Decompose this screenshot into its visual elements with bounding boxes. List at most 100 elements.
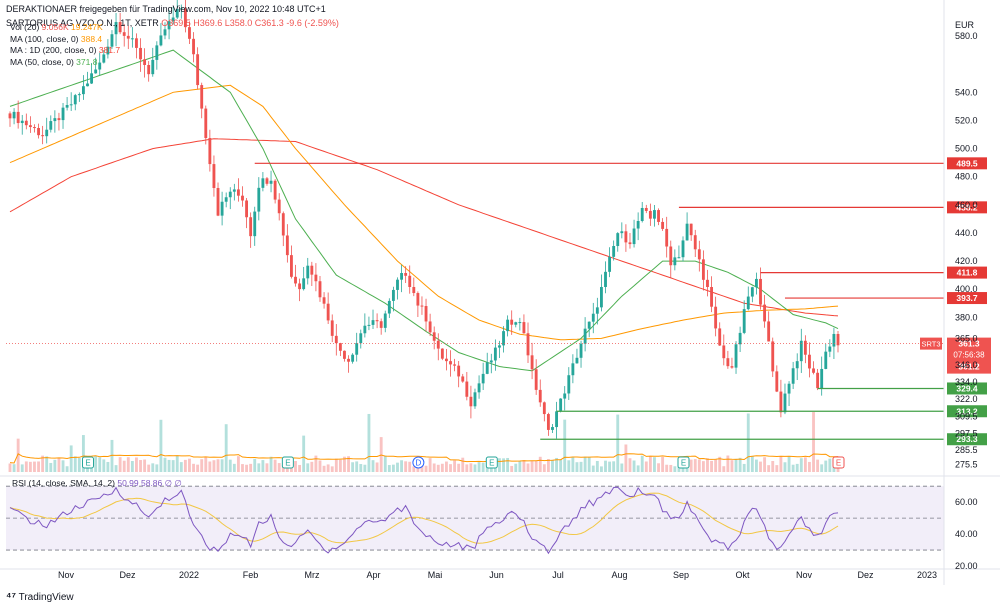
candle-body: [661, 221, 665, 229]
rsi-tick-label: 40.00: [955, 529, 978, 539]
volume-bar: [591, 465, 595, 472]
legend-volume[interactable]: Vol (20) 9.056K 19.247K: [10, 22, 103, 32]
price-tick-label: 440.0: [955, 228, 978, 238]
candle-body: [298, 283, 302, 290]
candle-body: [734, 344, 738, 368]
candle-body: [640, 207, 644, 222]
volume-bar: [816, 459, 820, 472]
symbol-tag: [920, 337, 942, 350]
volume-bar: [620, 463, 624, 472]
volume-bar: [363, 464, 367, 472]
volume-bar: [253, 458, 257, 472]
volume-bar: [102, 459, 106, 472]
symbol-tag-label: SRT3: [921, 340, 940, 349]
volume-bar: [261, 460, 265, 472]
legend-ma200[interactable]: MA : 1D (200, close, 0) 381.7: [10, 45, 121, 55]
candle-body: [628, 242, 632, 245]
volume-bar: [542, 464, 546, 472]
volume-bar: [771, 460, 775, 472]
candle-body: [126, 35, 130, 39]
volume-bar: [812, 412, 815, 472]
candle-body: [220, 201, 224, 216]
volume-bar: [383, 455, 387, 472]
candle-body: [473, 392, 477, 407]
volume-bar: [33, 461, 36, 472]
support-tag-label: 329.4: [956, 383, 978, 393]
resistance-tag-label: 411.8: [957, 268, 978, 278]
candle-body: [534, 369, 538, 390]
volume-bar: [118, 457, 122, 472]
candle-body: [314, 274, 318, 282]
volume-bar: [465, 464, 469, 472]
volume-bar: [143, 459, 147, 472]
candle-body: [16, 111, 20, 124]
volume-bar: [167, 459, 171, 472]
indicator-legend: Vol (20) 9.056K 19.247K MA (100, close, …: [10, 22, 120, 68]
volume-bar: [326, 464, 330, 472]
volume-bar: [314, 455, 318, 472]
candle-body: [449, 361, 452, 365]
candle-body: [375, 320, 379, 322]
candle-body: [706, 279, 709, 288]
candle-body: [167, 21, 171, 30]
candle-body: [355, 343, 359, 355]
volume-bar: [518, 461, 522, 472]
candle-body: [799, 340, 803, 362]
volume-bar: [347, 456, 350, 472]
rsi-legend[interactable]: RSI (14, close, SMA, 14, 2) 50.99 58.86 …: [12, 478, 182, 488]
event-label: E: [681, 459, 686, 468]
candle-body: [114, 22, 118, 35]
candle-body: [351, 354, 355, 362]
candle-body: [612, 246, 616, 257]
candle-body: [677, 257, 681, 259]
volume-bar: [575, 462, 579, 472]
volume-bar: [689, 459, 693, 472]
legend-ma50[interactable]: MA (50, close, 0) 371.8: [10, 56, 98, 67]
candle-body: [302, 278, 306, 290]
event-label: E: [836, 459, 841, 468]
candle-body: [575, 357, 579, 364]
candle-body: [102, 54, 106, 63]
candle-body: [175, 8, 179, 18]
price-tick-label: 322.0: [955, 394, 978, 404]
legend-ma100[interactable]: MA (100, close, 0) 388.4: [10, 33, 103, 44]
tradingview-logo[interactable]: ⁴⁷ TradingView: [6, 591, 74, 603]
time-tick-label: Okt: [735, 570, 750, 580]
volume-bar: [600, 466, 603, 472]
candle-body: [803, 340, 807, 355]
candle-body: [228, 191, 232, 198]
volume-bar: [579, 461, 583, 472]
volume-bar: [734, 458, 738, 472]
candle-body: [767, 321, 771, 342]
volume-bar: [110, 439, 114, 472]
volume-bar: [436, 464, 440, 472]
candle-body: [86, 83, 89, 87]
event-label: D: [415, 459, 421, 468]
candle-body: [249, 217, 253, 237]
candle-body: [98, 62, 102, 70]
candle-body: [808, 354, 811, 369]
volume-bar: [604, 460, 607, 472]
volume-bar: [232, 463, 236, 472]
price-tick-label: 520.0: [955, 115, 978, 125]
logo-icon: ⁴⁷: [6, 591, 16, 603]
candle-body: [579, 343, 583, 358]
candle-body: [404, 273, 408, 276]
volume-bar: [453, 460, 457, 472]
candle-body: [653, 210, 656, 219]
candle-body: [669, 246, 673, 266]
candle-body: [812, 368, 815, 373]
candle-body: [8, 113, 12, 119]
price-tick-label: 400.0: [955, 284, 978, 294]
candle-body: [147, 64, 151, 75]
candle-body: [81, 86, 85, 95]
volume-bar: [155, 464, 159, 472]
volume-bar: [571, 456, 575, 472]
candle-body: [726, 358, 730, 367]
candle-body: [347, 358, 350, 362]
candle-body: [363, 325, 367, 334]
volume-bar: [799, 458, 803, 472]
candle-body: [69, 104, 73, 106]
volume-bar: [481, 462, 485, 472]
